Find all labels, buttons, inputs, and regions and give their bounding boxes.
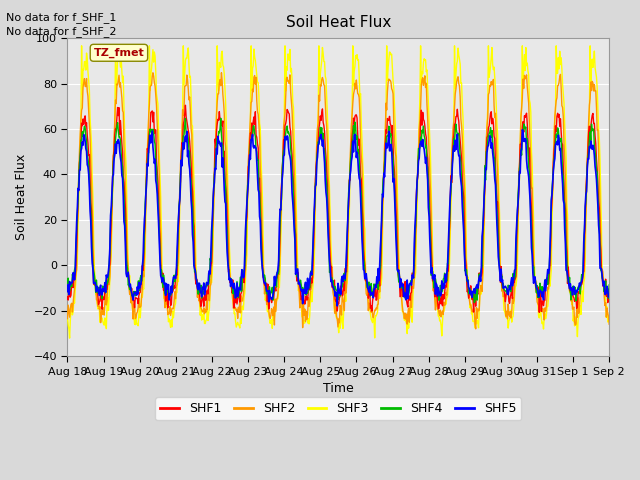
- SHF2: [275, 270, 282, 276]
- SHF2: [127, 300, 135, 306]
- SHF2: [472, 326, 479, 332]
- Line: SHF1: SHF1: [67, 105, 609, 312]
- SHF4: [127, 285, 135, 290]
- SHF3: [255, 92, 262, 98]
- SHF2: [605, 321, 613, 327]
- SHF1: [254, 145, 262, 151]
- SHF4: [470, 300, 478, 305]
- Text: TZ_fmet: TZ_fmet: [93, 48, 144, 58]
- SHF5: [518, 127, 526, 132]
- SHF4: [425, 200, 433, 205]
- SHF3: [275, 285, 283, 290]
- SHF1: [127, 288, 135, 294]
- X-axis label: Time: Time: [323, 382, 354, 396]
- SHF5: [425, 214, 433, 219]
- SHF5: [227, 284, 234, 289]
- SHF3: [426, 136, 434, 142]
- SHF3: [396, 271, 403, 276]
- SHF3: [605, 316, 613, 322]
- SHF2: [227, 280, 235, 286]
- SHF4: [254, 157, 262, 163]
- Line: SHF3: SHF3: [67, 46, 609, 338]
- SHF5: [333, 303, 341, 309]
- SHF1: [182, 102, 189, 108]
- SHF4: [605, 282, 613, 288]
- SHF2: [254, 111, 262, 117]
- SHF5: [395, 267, 403, 273]
- SHF3: [129, 306, 136, 312]
- SHF3: [66, 335, 74, 341]
- SHF2: [425, 149, 433, 155]
- Text: No data for f_SHF_2: No data for f_SHF_2: [6, 26, 117, 37]
- SHF4: [63, 281, 71, 287]
- Line: SHF4: SHF4: [67, 119, 609, 302]
- SHF3: [63, 315, 71, 321]
- Title: Soil Heat Flux: Soil Heat Flux: [285, 15, 391, 30]
- Line: SHF2: SHF2: [67, 73, 609, 329]
- SHF1: [425, 189, 433, 194]
- SHF5: [127, 288, 135, 293]
- SHF3: [77, 43, 85, 48]
- SHF5: [605, 291, 613, 297]
- SHF2: [218, 70, 225, 76]
- SHF4: [275, 269, 282, 275]
- SHF1: [395, 276, 403, 281]
- Text: No data for f_SHF_1: No data for f_SHF_1: [6, 12, 116, 23]
- Y-axis label: Soil Heat Flux: Soil Heat Flux: [15, 154, 28, 240]
- Legend: SHF1, SHF2, SHF3, SHF4, SHF5: SHF1, SHF2, SHF3, SHF4, SHF5: [156, 397, 521, 420]
- SHF1: [605, 287, 613, 292]
- SHF4: [217, 116, 225, 121]
- SHF1: [536, 310, 543, 315]
- SHF5: [253, 172, 261, 178]
- SHF1: [275, 264, 282, 269]
- SHF5: [274, 267, 282, 273]
- SHF4: [227, 276, 235, 282]
- SHF4: [395, 279, 403, 285]
- SHF1: [227, 283, 235, 288]
- SHF2: [395, 273, 403, 278]
- SHF3: [228, 288, 236, 294]
- SHF2: [63, 316, 71, 322]
- SHF1: [63, 294, 71, 300]
- SHF5: [63, 289, 71, 295]
- Line: SHF5: SHF5: [67, 130, 609, 306]
